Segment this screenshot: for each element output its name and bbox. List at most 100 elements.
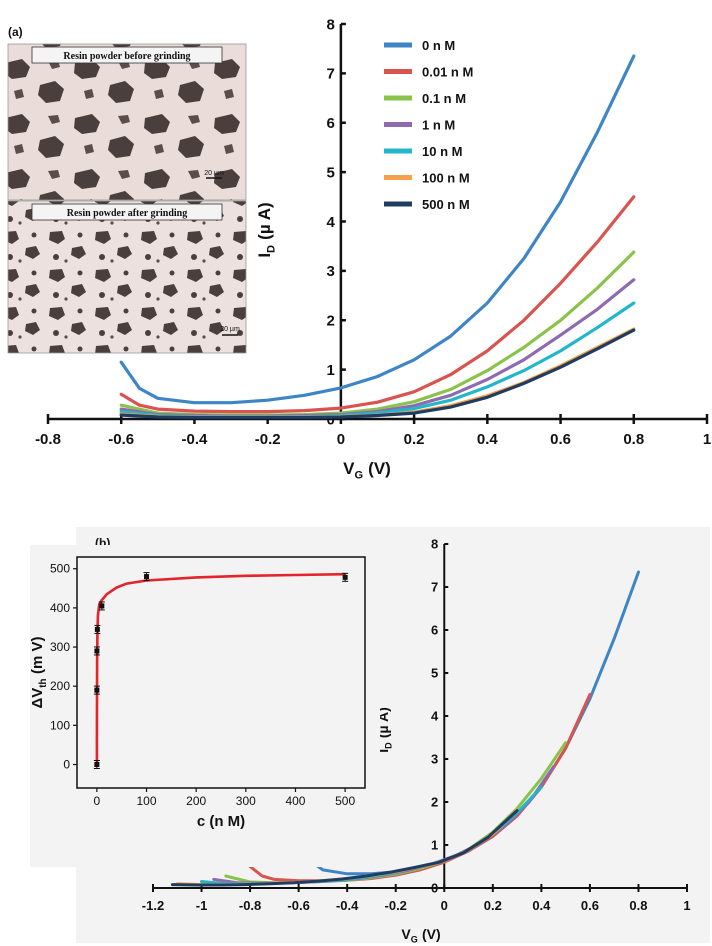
- y-tick-label: 8: [327, 16, 335, 33]
- series-line-6: [119, 328, 636, 420]
- x-tick-label: -0.4: [336, 898, 359, 913]
- y-tick-label: 5: [431, 666, 438, 681]
- inset-background: [30, 545, 380, 867]
- x-tick-label: -1: [196, 898, 208, 913]
- micrograph-before: Resin powder before grinding 20 µm: [7, 43, 247, 201]
- inset-x-axis-title: c (n M): [197, 813, 245, 830]
- y-tick-label: 5: [327, 164, 335, 181]
- x-tick-label: -0.2: [255, 431, 281, 448]
- x-tick-label: -0.8: [35, 431, 61, 448]
- inset-y-tick-label: 200: [50, 679, 70, 693]
- y-tick-label: 2: [327, 313, 335, 330]
- data-point: [94, 687, 100, 693]
- x-tick-label: -0.6: [287, 898, 309, 913]
- inset-x-tick-label: 0: [94, 794, 101, 808]
- data-point: [94, 648, 100, 654]
- data-point: [94, 626, 100, 632]
- panel-a-label: (a): [8, 25, 23, 39]
- inset-x-tick-label: 200: [186, 794, 206, 808]
- inset-y-tick-label: 400: [50, 601, 70, 615]
- y-tick-label: 4: [431, 709, 439, 724]
- inset-y-axis-title-unit: (m V): [29, 636, 46, 674]
- y-tick-label: 2: [431, 795, 438, 810]
- x-tick-label: 0: [337, 431, 345, 448]
- x-tick-label: -0.8: [239, 898, 261, 913]
- x-tick-label: 1: [683, 898, 690, 913]
- legend-label-3: 1 n M: [422, 118, 455, 133]
- legend-label-5: 100 n M: [422, 171, 470, 186]
- x-axis-title-unit: (V): [422, 926, 441, 942]
- inset-y-axis-title-main: ΔV: [29, 688, 46, 709]
- data-point: [144, 574, 150, 580]
- x-tick-label: -0.4: [182, 431, 209, 448]
- x-axis-title-unit: (V): [368, 459, 391, 478]
- inset-y-tick-label: 500: [50, 562, 70, 576]
- x-tick-label: -1.2: [142, 898, 164, 913]
- chart-inset: 0 100 200 300 400 500 0 100 200 300 400 500 c (n M) Δ…: [29, 556, 366, 830]
- x-axis-title-subscript: G: [411, 935, 418, 945]
- legend-label-0: 0 n M: [422, 38, 455, 53]
- y-tick-label: 6: [431, 623, 438, 638]
- data-point: [342, 574, 348, 580]
- x-tick-label: -0.6: [108, 431, 134, 448]
- x-tick-label: 0.2: [404, 431, 425, 448]
- scale-label-bottom: 20 µm: [220, 326, 240, 333]
- legend-label-4: 10 n M: [422, 144, 462, 159]
- x-tick-label: 0.8: [629, 898, 647, 913]
- x-axis-title-main: V: [401, 926, 411, 942]
- y-axis-title-subscript: D: [265, 245, 277, 253]
- y-tick-label: 4: [327, 214, 336, 231]
- inset-x-tick-label: 100: [137, 794, 157, 808]
- inset-y-tick-label: 300: [50, 640, 70, 654]
- y-tick-label: 7: [431, 580, 438, 595]
- y-tick-label: 6: [327, 115, 335, 132]
- x-tick-label: 0.4: [477, 431, 499, 448]
- y-tick-label: 0: [327, 411, 335, 428]
- x-tick-label: -0.2: [385, 898, 407, 913]
- micrograph-before-caption: Resin powder before grinding: [63, 51, 190, 62]
- inset-y-tick-label: 100: [50, 718, 70, 732]
- series-line-1: [119, 195, 636, 414]
- y-axis-title-unit: (µ A): [255, 202, 274, 240]
- chart-b: -1.2 -1 -0.8 -0.6 -0.4 -0.2 0 0.2 0.4 0.6 0.8 1 0 1 2 3…: [142, 537, 691, 945]
- x-axis-title-main: V: [343, 459, 355, 478]
- legend-label-6: 500 n M: [422, 197, 470, 212]
- y-tick-label: 3: [431, 752, 438, 767]
- inset-y-tick-label: 0: [63, 758, 70, 772]
- x-tick-label: 0.2: [484, 898, 502, 913]
- legend-label-2: 0.1 n M: [422, 91, 466, 106]
- x-tick-label: 0.8: [623, 431, 644, 448]
- fit-curve: [95, 572, 346, 765]
- chart-a: -0.8 -0.6 -0.4 -0.2 0 0.2 0.4 0.6 0.8 1 0 1 2 3 4 5 6 7 8 V…: [35, 16, 711, 481]
- inset-x-tick-label: 400: [285, 794, 305, 808]
- x-axis-title: VG (V): [401, 926, 440, 945]
- y-tick-label: 7: [327, 66, 335, 83]
- x-tick-label: 0: [441, 898, 448, 913]
- x-axis-title-subscript: G: [354, 469, 363, 481]
- legend: 0 n M 0.01 n M 0.1 n M 1 n M 10 n M 100 n M 50…: [384, 38, 473, 212]
- data-point: [94, 762, 100, 768]
- y-tick-label: 3: [327, 263, 335, 280]
- y-tick-label: 1: [327, 362, 335, 379]
- y-tick-label: 0: [431, 881, 438, 896]
- inset-x-tick-label: 300: [236, 794, 256, 808]
- x-tick-label: 0.6: [581, 898, 599, 913]
- micrograph-after: Resin powder after grinding 20 µm: [7, 200, 247, 354]
- x-axis-title: VG (V): [343, 459, 391, 481]
- y-axis-title-main: I: [255, 253, 274, 258]
- series-line-6: [170, 809, 519, 887]
- y-axis-title: ID (µ A): [255, 202, 277, 257]
- inset-frame: [76, 556, 366, 789]
- x-tick-label: 1: [703, 431, 711, 448]
- inset-y-axis-title-subscript: th: [38, 678, 49, 687]
- y-tick-label: 8: [431, 537, 438, 552]
- legend-label-1: 0.01 n M: [422, 65, 473, 80]
- y-axis-title-main: I: [375, 749, 391, 753]
- inset-x-tick-label: 500: [335, 794, 355, 808]
- series-line-0: [119, 54, 636, 405]
- scale-label-top: 20 µm: [204, 170, 224, 177]
- y-axis-title-subscript: D: [384, 742, 394, 749]
- inset-y-axis-title: ΔVth (m V): [29, 636, 49, 708]
